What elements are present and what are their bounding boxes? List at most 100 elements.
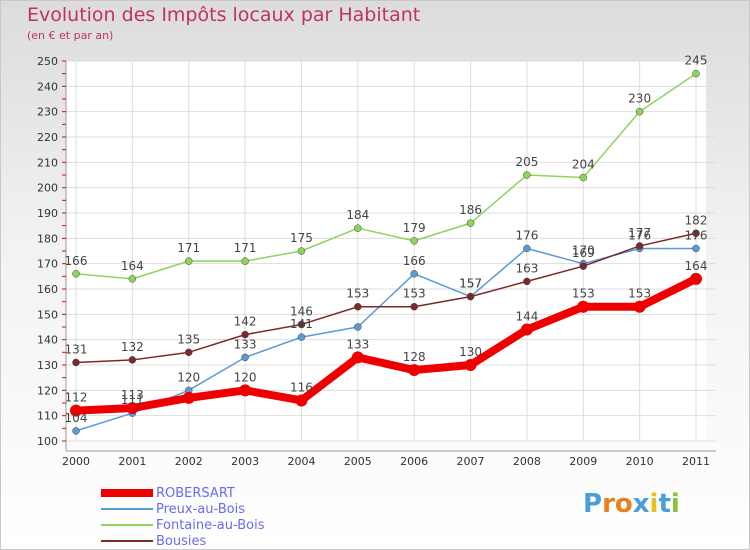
data-point — [297, 247, 306, 255]
logo-letter: i — [649, 489, 659, 519]
plot-area — [66, 61, 706, 441]
data-label: 142 — [234, 315, 257, 329]
data-point — [523, 277, 531, 286]
data-label: 120 — [177, 370, 200, 384]
proxiti-logo: Proxiti — [583, 489, 680, 519]
data-label: 184 — [346, 208, 369, 222]
data-label: 131 — [65, 342, 88, 356]
data-label: 120 — [234, 370, 257, 384]
data-point — [72, 427, 80, 435]
data-point — [241, 353, 249, 362]
data-label: 175 — [290, 231, 313, 245]
data-point — [410, 237, 418, 245]
data-point — [241, 330, 249, 339]
x-tick-label: 2008 — [513, 455, 541, 468]
data-label: 153 — [572, 287, 595, 301]
data-label: 186 — [459, 203, 482, 217]
data-point — [354, 323, 362, 331]
data-label: 179 — [403, 221, 426, 235]
data-label: 182 — [685, 213, 708, 227]
data-label: 171 — [234, 241, 257, 255]
data-point — [239, 384, 252, 397]
data-label: 166 — [403, 254, 426, 268]
data-label: 153 — [403, 287, 426, 301]
data-label: 133 — [234, 337, 257, 351]
data-point — [692, 229, 700, 238]
data-point — [520, 323, 533, 336]
data-label: 153 — [346, 287, 369, 301]
data-label: 176 — [628, 228, 651, 242]
data-label: 128 — [403, 350, 426, 364]
x-tick-label: 2002 — [175, 455, 203, 468]
data-point — [297, 320, 306, 329]
data-point — [72, 270, 80, 278]
data-point — [579, 262, 588, 270]
data-point — [635, 242, 644, 250]
x-tick-label: 2011 — [682, 455, 710, 468]
data-point — [410, 270, 418, 278]
y-tick-label: 140 — [37, 334, 58, 347]
data-point — [126, 402, 139, 415]
data-label: 166 — [65, 254, 88, 268]
x-tick-label: 2010 — [626, 455, 654, 468]
y-tick-label: 130 — [37, 359, 58, 372]
data-point — [70, 404, 82, 417]
data-label: 245 — [685, 54, 708, 68]
series-line-fontaine-au-bois — [75, 73, 697, 280]
legend-swatch — [101, 508, 153, 510]
logo-letter: P — [583, 489, 603, 519]
chart-subtitle: (en € et par an) — [27, 29, 114, 42]
data-label: 116 — [290, 380, 313, 394]
series-line-bousies — [75, 232, 697, 364]
data-label: 144 — [515, 310, 538, 324]
data-label: 176 — [515, 228, 538, 242]
legend-swatch — [101, 540, 153, 542]
data-point — [692, 69, 700, 78]
data-point — [579, 173, 588, 182]
y-tick-label: 100 — [37, 435, 58, 448]
y-tick-label: 250 — [37, 55, 58, 68]
logo-letter: x — [632, 489, 650, 519]
data-point — [128, 275, 137, 283]
y-tick-label: 170 — [37, 258, 58, 271]
data-label: 130 — [459, 345, 482, 359]
y-tick-label: 190 — [37, 207, 58, 220]
x-tick-label: 2000 — [62, 455, 90, 468]
data-label: 164 — [685, 259, 708, 273]
data-point — [351, 351, 364, 364]
x-tick-label: 2005 — [344, 455, 372, 468]
data-point — [295, 394, 308, 407]
data-point — [128, 356, 137, 364]
data-label: 204 — [572, 158, 595, 172]
data-label: 104 — [65, 411, 88, 425]
logo-letter: i — [670, 489, 680, 519]
legend-label: Bousies — [156, 533, 207, 549]
data-label: 171 — [177, 241, 200, 255]
y-tick-label: 120 — [37, 384, 58, 397]
data-point — [297, 333, 306, 341]
data-point — [466, 292, 475, 301]
chart-title: Evolution des Impôts locaux par Habitant — [27, 4, 421, 26]
data-label: 176 — [685, 228, 708, 242]
logo-letter: t — [658, 489, 671, 519]
x-tick-label: 2009 — [569, 455, 597, 468]
data-label: 111 — [121, 393, 144, 407]
x-tick-label: 2007 — [457, 455, 485, 468]
data-label: 132 — [121, 340, 144, 354]
legend-swatch — [101, 489, 153, 497]
data-label: 230 — [628, 92, 651, 106]
data-label: 153 — [628, 287, 651, 301]
y-tick-label: 110 — [37, 410, 58, 423]
data-point — [182, 391, 195, 404]
data-point — [72, 358, 80, 367]
y-tick-label: 160 — [37, 283, 58, 296]
y-tick-label: 180 — [37, 232, 58, 245]
data-point — [464, 359, 477, 371]
legend-item: Bousies — [101, 533, 206, 549]
x-tick-label: 2006 — [400, 455, 428, 468]
data-point — [692, 244, 700, 253]
data-label: 135 — [177, 332, 200, 346]
data-label: 141 — [290, 317, 313, 331]
x-tick-label: 2003 — [231, 455, 259, 468]
